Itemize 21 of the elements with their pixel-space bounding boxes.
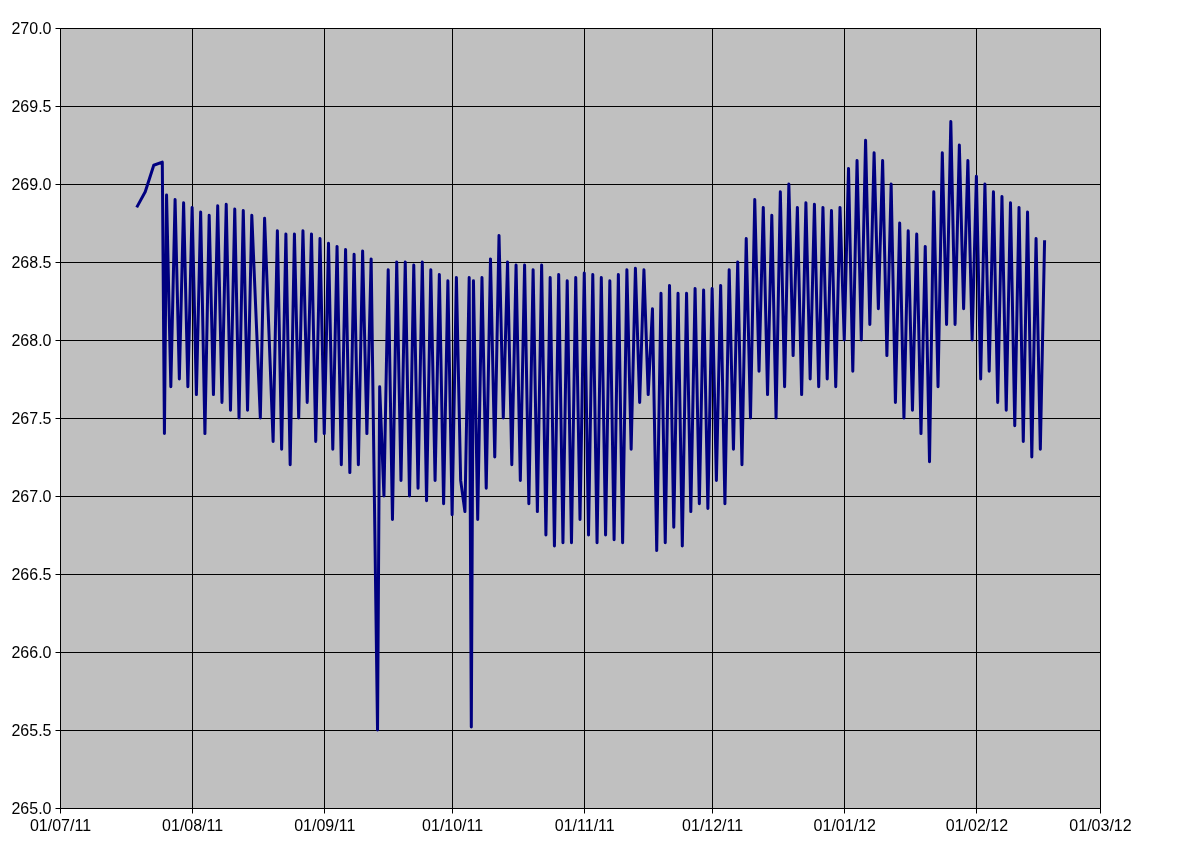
x-tick-label: 01/08/11 [162,816,224,834]
y-tick-label: 268.0 [11,331,52,349]
x-tick-label: 01/07/11 [29,816,92,834]
y-tick-label: 267.0 [11,487,52,505]
y-tick-label: 266.5 [11,565,52,583]
x-tick-label: 01/12/11 [682,816,744,834]
y-tick-label: 265.5 [11,721,52,739]
x-tick-label: 01/10/11 [422,816,484,834]
y-tick-label: 269.0 [11,175,52,193]
x-tick-label: 01/01/12 [813,816,876,834]
line-series [135,120,1047,732]
y-tick-label: 270.0 [11,19,52,37]
y-tick-label: 266.0 [11,643,52,661]
y-tick-label: 265.0 [11,799,52,817]
x-tick-label: 01/09/11 [294,816,356,834]
x-tick-label: 01/11/11 [554,816,615,834]
x-tick-label: 01/02/12 [945,816,1009,834]
y-tick-label: 267.5 [11,409,52,427]
y-tick-label: 268.5 [11,253,52,271]
x-tick-label: 01/03/12 [1069,816,1132,834]
y-tick-label: 269.5 [11,97,52,115]
